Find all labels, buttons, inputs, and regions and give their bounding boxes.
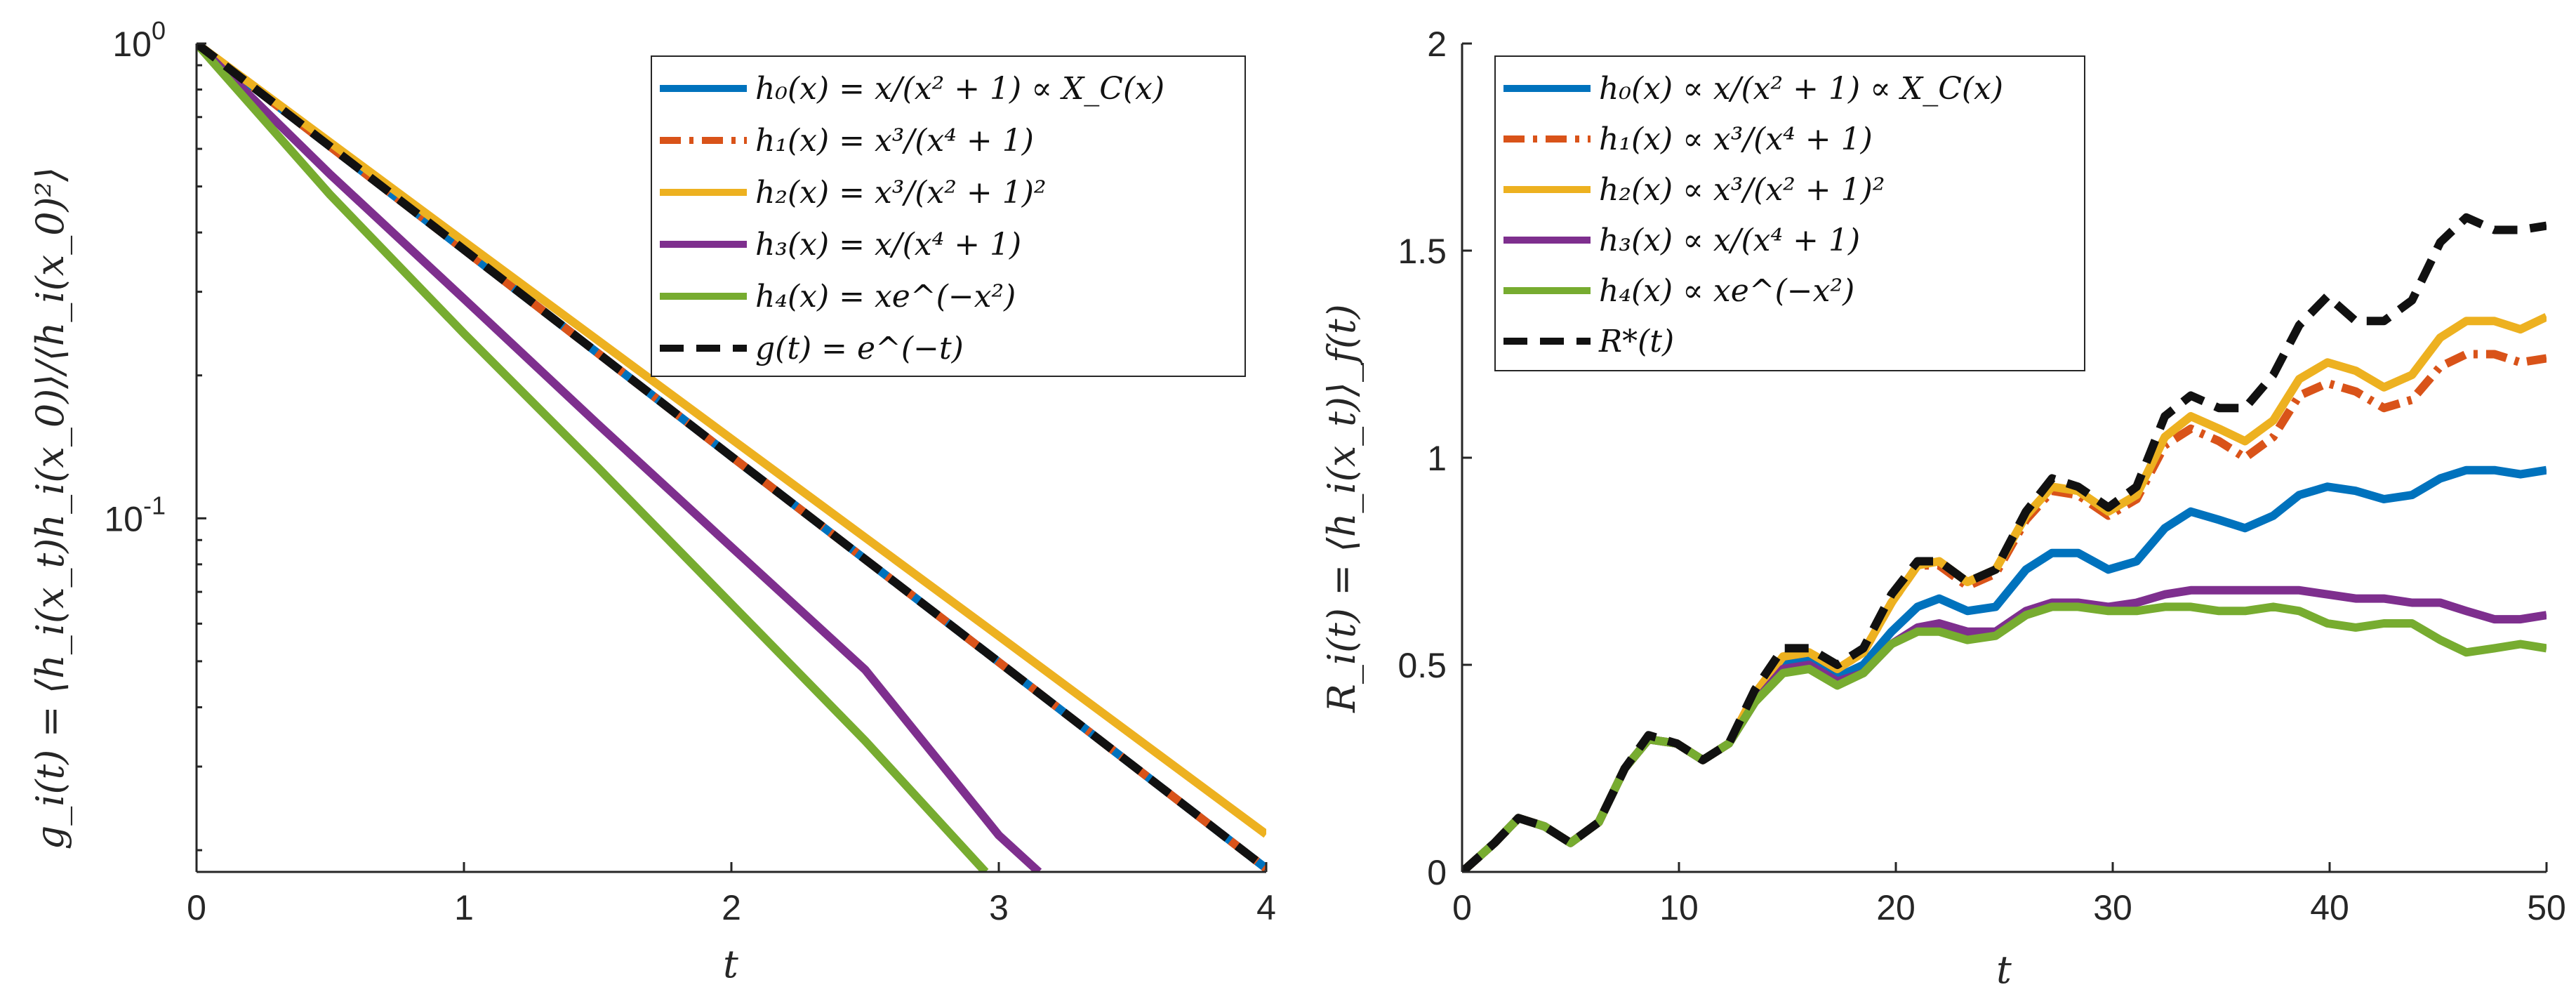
right-series-line-5 [1462, 213, 2547, 872]
right-legend: h₀(x) ∝ x/(x² + 1) ∝ X_C(x) h₁(x) ∝ x³/(x… [1494, 55, 2085, 371]
y-tick-label: 2 [1427, 25, 1447, 64]
y-tick-label: 1.5 [1397, 232, 1447, 271]
left-y-axis-label: g_i(t) = ⟨h_i(x_t)h_i(x_0)⟩/⟨h_i(x_0)²⟩ [28, 167, 72, 850]
legend-entry-label: h₄(x) = xe^(−x²) [755, 279, 1016, 315]
y-tick-label: 100 [112, 16, 166, 64]
right-axes [1461, 42, 2548, 873]
legend-entry-label: h₂(x) = x³/(x² + 1)² [755, 175, 1047, 211]
x-tick-label: 3 [989, 888, 1009, 927]
x-tick-label: 1 [454, 888, 474, 927]
left-series-line-2 [197, 44, 1266, 838]
legend-entry-label: h₄(x) ∝ xe^(−x²) [1599, 273, 1854, 309]
left-legend: h₀(x) = x/(x² + 1) ∝ X_C(x) h₁(x) = x³/(x… [651, 55, 1246, 377]
y-tick-label: 0 [1427, 853, 1447, 892]
right-series-group [1462, 213, 2547, 872]
x-tick-label: 2 [722, 888, 741, 927]
left-axes [195, 42, 1268, 873]
legend-entry-label: h₃(x) = x/(x⁴ + 1) [755, 227, 1021, 263]
legend-entry-label: h₁(x) = x³/(x⁴ + 1) [755, 123, 1034, 159]
left-chart: 0 1 2 3 4 100 10-1 t g_i(t) = ⟨h_i(x_t)h_i(x_0… [28, 16, 1276, 986]
x-tick-label: 50 [2527, 888, 2566, 927]
legend-entry-label: g(t) = e^(−t) [755, 331, 964, 366]
right-chart: 0 10 20 30 40 50 0 0.5 1 1.5 2 t R_i(t) = ⟨h_i(x_t… [1320, 25, 2566, 992]
x-tick-label: 40 [2310, 888, 2349, 927]
legend-entry-label: h₃(x) ∝ x/(x⁴ + 1) [1599, 223, 1860, 258]
y-tick-label: 1 [1427, 439, 1447, 478]
left-series-line-3 [197, 44, 1042, 872]
y-tick-label: 0.5 [1397, 646, 1447, 685]
legend-box [1494, 55, 2085, 371]
legend-entry-label: h₂(x) ∝ x³/(x² + 1)² [1599, 172, 1885, 208]
x-tick-label: 0 [1452, 888, 1472, 927]
left-series-group [197, 44, 1266, 872]
right-y-axis-label: R_i(t) = ⟨h_i(x_t)⟩_f(t) [1320, 304, 1364, 713]
x-tick-label: 20 [1876, 888, 1916, 927]
right-series-line-4 [1462, 602, 2547, 872]
x-tick-label: 30 [2093, 888, 2132, 927]
legend-box [651, 55, 1246, 377]
right-x-axis-label: t [1996, 948, 2012, 992]
legend-entry-label: R*(t) [1598, 324, 1674, 359]
right-tick-labels: 0 10 20 30 40 50 0 0.5 1 1.5 2 [1397, 25, 2565, 927]
x-tick-label: 4 [1256, 888, 1276, 927]
right-series-line-0 [1462, 465, 2547, 872]
x-tick-label: 0 [187, 888, 206, 927]
left-tick-labels: 0 1 2 3 4 100 10-1 [104, 16, 1276, 927]
legend-entry-label: h₀(x) ∝ x/(x² + 1) ∝ X_C(x) [1599, 71, 2003, 107]
left-series-line-4 [197, 44, 989, 872]
left-x-axis-label: t [723, 942, 738, 986]
right-series-line-1 [1462, 350, 2547, 872]
y-tick-label: 10-1 [104, 491, 166, 538]
legend-entry-label: h₀(x) = x/(x² + 1) ∝ X_C(x) [755, 71, 1164, 107]
legend-entry-label: h₁(x) ∝ x³/(x⁴ + 1) [1599, 121, 1873, 157]
x-tick-label: 10 [1659, 888, 1699, 927]
left-series-line-5 [197, 44, 1266, 872]
